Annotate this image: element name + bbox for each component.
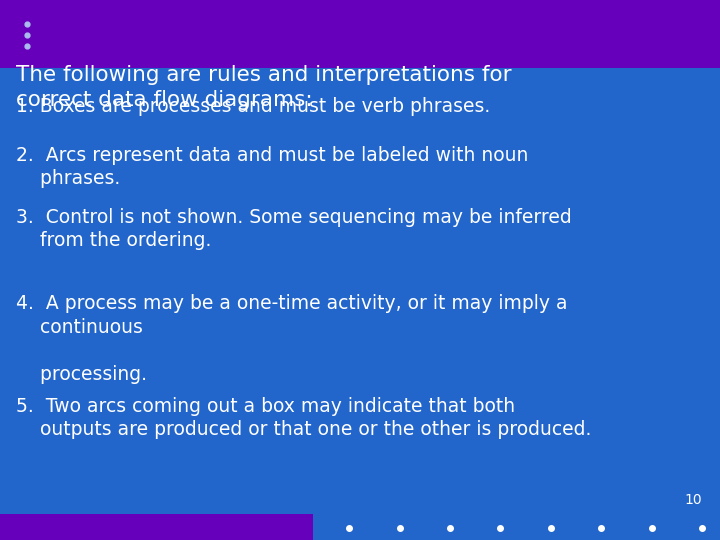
- Text: The following are rules and interpretations for
correct data flow diagrams:: The following are rules and interpretati…: [16, 65, 511, 110]
- Text: 10: 10: [685, 492, 702, 507]
- Text: 1. Boxes are processes and must be verb phrases.: 1. Boxes are processes and must be verb …: [16, 97, 490, 116]
- Text: 2.  Arcs represent data and must be labeled with noun
    phrases.: 2. Arcs represent data and must be label…: [16, 146, 528, 188]
- Text: 3.  Control is not shown. Some sequencing may be inferred
    from the ordering.: 3. Control is not shown. Some sequencing…: [16, 208, 572, 251]
- FancyBboxPatch shape: [0, 0, 720, 68]
- Text: 4.  A process may be a one-time activity, or it may imply a
    continuous

    : 4. A process may be a one-time activity,…: [16, 294, 567, 384]
- Text: 5.  Two arcs coming out a box may indicate that both
    outputs are produced or: 5. Two arcs coming out a box may indicat…: [16, 397, 591, 440]
- FancyBboxPatch shape: [0, 514, 313, 540]
